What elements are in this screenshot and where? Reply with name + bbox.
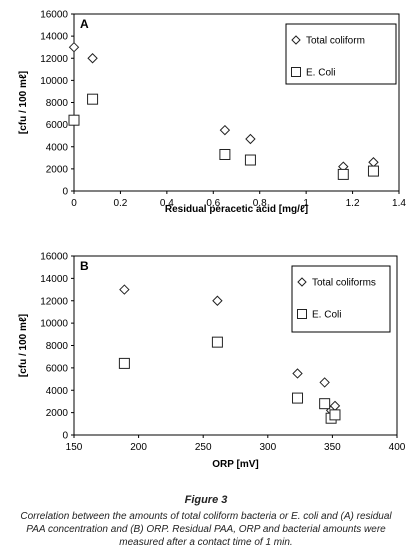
data-point-square xyxy=(211,336,223,348)
data-point-diamond xyxy=(68,41,80,53)
panel-label: B xyxy=(80,259,89,273)
series-e-coli xyxy=(68,93,379,180)
y-tick-label: 12000 xyxy=(40,54,68,65)
series-total-coliform xyxy=(68,41,379,172)
x-tick-label: 400 xyxy=(389,442,406,453)
legend-entry: Total coliform xyxy=(306,36,365,47)
y-tick-label: 6000 xyxy=(46,363,69,374)
legend-marker-diamond xyxy=(291,35,301,45)
x-tick-label: 1.2 xyxy=(346,198,360,209)
legend-marker-square xyxy=(297,309,307,319)
x-axis-label: ORP [mV] xyxy=(212,459,259,470)
data-point-square xyxy=(337,168,349,180)
y-tick-label: 12000 xyxy=(40,296,68,307)
y-tick-label: 4000 xyxy=(46,142,69,153)
data-point-square xyxy=(68,114,80,126)
data-point-square xyxy=(118,357,130,369)
x-tick-label: 300 xyxy=(259,442,276,453)
x-tick-label: 0.8 xyxy=(253,198,267,209)
x-tick-label: 250 xyxy=(195,442,212,453)
x-tick-label: 350 xyxy=(324,442,341,453)
data-point-square xyxy=(367,165,379,177)
data-point-diamond xyxy=(219,124,231,136)
data-point-square xyxy=(329,409,341,421)
y-tick-label: 0 xyxy=(62,187,68,198)
series-e-coli xyxy=(118,336,341,424)
data-point-square xyxy=(219,148,231,160)
y-tick-label: 16000 xyxy=(40,252,68,263)
x-tick-label: 0 xyxy=(71,198,77,209)
legend-entry: Total coliforms xyxy=(312,278,376,289)
y-tick-label: 8000 xyxy=(46,98,69,109)
x-tick-label: 1 xyxy=(303,198,309,209)
data-point-diamond xyxy=(292,368,303,379)
data-point-diamond xyxy=(319,377,330,388)
figure-caption-title: Figure 3 xyxy=(184,494,228,506)
y-tick-label: 4000 xyxy=(46,386,69,397)
legend-entry: E. Coli xyxy=(312,310,341,321)
legend-box xyxy=(285,23,397,85)
data-point-diamond xyxy=(368,157,379,168)
y-tick-label: 16000 xyxy=(40,10,68,21)
y-tick-label: 10000 xyxy=(40,319,68,330)
x-axis-label: Residual peracetic acid [mg/ℓ] xyxy=(165,204,308,215)
data-point-diamond xyxy=(212,295,223,306)
y-tick-label: 8000 xyxy=(46,341,69,352)
y-axis-label: [cfu / 100 mℓ] xyxy=(18,314,29,377)
data-point-diamond xyxy=(119,284,130,295)
data-point-square xyxy=(244,154,256,166)
legend-entry: E. Coli xyxy=(306,68,335,79)
x-tick-label: 200 xyxy=(130,442,147,453)
chart-panel-a: 0 2000 4000 6000 8000 10000 12000 14000 16000 0 0.… xyxy=(18,10,406,216)
x-tick-label: 0.2 xyxy=(113,198,127,209)
figure-caption-text: Correlation between the amounts of total… xyxy=(20,511,392,548)
data-point-square xyxy=(87,93,99,105)
y-axis-label: [cfu / 100 mℓ] xyxy=(18,71,29,134)
chart-panel-b: 0 2000 4000 6000 8000 10000 12000 14000 16000 150… xyxy=(18,252,406,471)
legend-box xyxy=(291,265,391,333)
x-tick-label: 1.4 xyxy=(392,198,406,209)
x-tick-label: 150 xyxy=(66,442,83,453)
data-point-square xyxy=(292,392,304,404)
legend: Total coliforms E. Coli xyxy=(291,265,391,333)
y-tick-label: 2000 xyxy=(46,408,69,419)
y-tick-label: 6000 xyxy=(46,120,69,131)
y-tick-label: 14000 xyxy=(40,274,68,285)
y-tick-label: 14000 xyxy=(40,32,68,43)
data-point-diamond xyxy=(245,133,256,145)
y-tick-label: 2000 xyxy=(46,164,69,175)
data-point-diamond xyxy=(87,53,98,64)
data-point-square xyxy=(319,398,331,410)
x-tick-label: 0.6 xyxy=(206,198,220,209)
legend-marker-diamond xyxy=(297,277,307,287)
legend: Total coliform E. Coli xyxy=(285,23,397,85)
x-tick-label: 0.4 xyxy=(160,198,174,209)
y-tick-label: 0 xyxy=(62,431,68,442)
panel-label: A xyxy=(80,17,89,31)
legend-marker-square xyxy=(291,67,301,77)
y-tick-label: 10000 xyxy=(40,76,68,87)
